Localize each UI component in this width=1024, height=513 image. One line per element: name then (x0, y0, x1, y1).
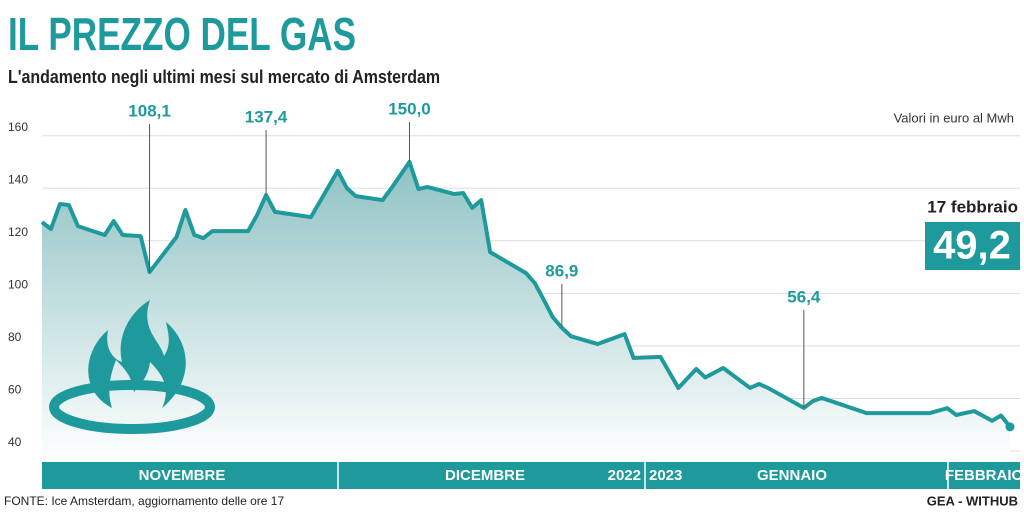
flame-icon (49, 300, 215, 434)
y-tick-label: 80 (8, 330, 22, 344)
year-label: 2022 (608, 467, 641, 484)
y-tick-label: 60 (8, 383, 22, 397)
y-tick-label: 120 (8, 225, 28, 239)
value-label: 137,4 (245, 107, 288, 126)
unit-note: Valori in euro al Mwh (894, 110, 1014, 125)
month-label: DICEMBRE (445, 467, 525, 484)
value-box (925, 222, 1020, 270)
value-label: 86,9 (545, 261, 578, 280)
value-label: 49,2 (933, 224, 1011, 268)
month-label: GENNAIO (757, 467, 827, 484)
value-label: 150,0 (388, 99, 431, 118)
credit: GEA - WITHUB (927, 493, 1018, 508)
area (42, 161, 1010, 462)
chart-subtitle: L'andamento negli ultimi mesi sul mercat… (8, 67, 440, 87)
chart-title: IL PREZZO DEL GAS (8, 8, 356, 60)
y-tick-label: 40 (8, 435, 22, 449)
month-bar (42, 462, 1020, 489)
y-tick-label: 100 (8, 278, 28, 292)
point (1005, 422, 1015, 432)
source: FONTE: Ice Amsterdam, aggiornamento dell… (4, 494, 284, 508)
value-label: 56,4 (787, 287, 821, 306)
y-tick-label: 140 (8, 172, 28, 186)
plot: 40 60 80 100 120 140 160 108,1 137,4 150,0 86,9 56,… (8, 99, 1020, 462)
month-label: NOVEMBRE (139, 467, 226, 484)
date-label: 17 febbraio (927, 197, 1018, 216)
month-label: FEBBRAIO (945, 467, 1024, 484)
y-tick-label: 160 (8, 120, 28, 134)
year-label: 2023 (649, 467, 682, 484)
value-label: 108,1 (128, 101, 171, 120)
